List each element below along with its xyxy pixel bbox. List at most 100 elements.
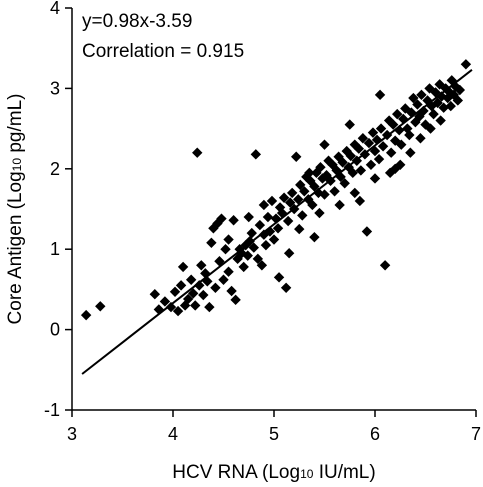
data-point [238,261,249,273]
data-point [445,100,456,112]
y-tick-label: 2 [50,159,60,179]
data-point [379,260,391,271]
data-point [283,248,295,259]
data-point [435,115,446,126]
y-tick-label: 4 [50,0,60,18]
data-point [258,229,270,240]
data-point [80,309,92,321]
y-tick-label: -1 [44,400,60,420]
data-point [95,301,106,312]
data-point [373,153,385,165]
data-point [307,199,318,211]
data-point [385,147,397,158]
data-point [349,187,360,199]
data-point [309,231,320,243]
y-tick-label: 1 [50,239,60,259]
data-point [406,107,417,118]
data-point [337,157,348,168]
correlation-annotation: Correlation = 0.915 [82,41,244,62]
data-points [80,59,472,321]
data-point [284,197,296,208]
data-point [175,280,187,291]
data-point [418,105,429,117]
data-point [315,161,326,173]
data-point [353,143,365,154]
data-point [405,147,416,158]
data-point [242,250,253,261]
data-point [428,108,439,120]
data-point [452,95,464,106]
ticks: 3 4 5 6 7 -1 0 1 2 3 4 [44,0,481,444]
data-point [258,199,270,211]
data-point [335,171,346,183]
data-point [272,223,284,234]
data-point [254,219,266,231]
equation-annotation: y=0.98x-3.59 [82,11,192,32]
data-point [223,234,234,245]
data-point [220,244,231,255]
data-point [344,119,355,130]
data-point [295,179,306,191]
data-point [319,189,330,200]
data-point [390,163,401,174]
data-point [169,286,181,298]
regression-line [81,69,473,375]
data-point [250,149,262,160]
y-axis-label: Core Antigen (Log10 pg/mL) [5,94,26,325]
data-point [454,84,466,96]
data-point [196,260,207,271]
data-point [230,294,241,306]
data-point [432,97,443,109]
data-point [387,119,399,130]
data-point [297,210,308,221]
data-point [396,139,407,150]
data-point [210,282,221,293]
data-point [299,186,310,197]
data-point [339,178,350,189]
data-point [252,253,264,265]
data-point [226,285,237,297]
data-point [369,145,381,157]
data-point [293,194,304,205]
data-point [172,305,184,317]
data-point [304,167,315,179]
data-point [374,89,386,101]
data-point [282,215,294,227]
data-point [460,59,472,70]
axes [71,8,476,411]
data-point [392,108,403,120]
data-point [395,159,406,170]
x-tick-label: 6 [370,424,380,444]
data-point [165,301,177,313]
data-point [248,242,259,253]
x-tick-label: 4 [168,424,178,444]
data-point [206,237,217,248]
data-point [190,300,201,311]
y-tick-label: 0 [50,320,60,340]
data-point [369,173,381,184]
data-point [408,92,419,104]
data-point [367,127,379,138]
data-point [243,211,254,223]
data-point [354,195,366,207]
data-point [198,289,209,301]
data-point [244,235,255,247]
data-point [415,133,426,144]
data-point [355,165,367,176]
data-point [185,274,197,285]
data-point [278,192,290,203]
data-point [274,202,286,213]
data-point [365,159,377,170]
data-point [182,293,194,305]
data-point [268,234,280,245]
data-point [334,199,345,211]
data-point [218,274,229,285]
data-point [357,133,369,144]
data-point [404,129,415,141]
data-point [345,150,356,162]
data-point [246,227,257,239]
data-point [266,195,278,207]
data-point [291,151,302,162]
data-point [149,289,161,300]
data-point [363,137,375,149]
